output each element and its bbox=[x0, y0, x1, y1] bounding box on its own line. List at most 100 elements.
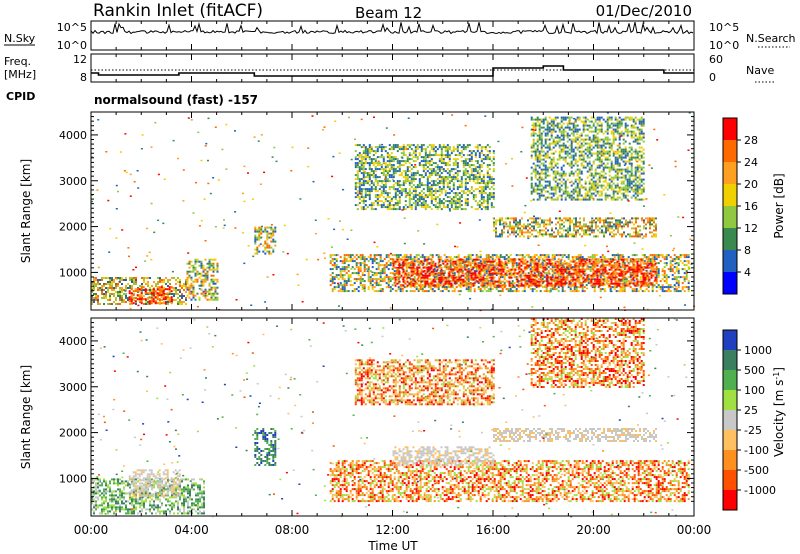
data-cell bbox=[482, 154, 485, 157]
data-cell bbox=[607, 286, 610, 289]
data-cell bbox=[685, 278, 688, 281]
data-cell bbox=[450, 190, 453, 193]
data-cell bbox=[574, 278, 577, 281]
data-cell bbox=[131, 277, 133, 279]
data-cell bbox=[368, 190, 371, 193]
data-cell bbox=[119, 303, 121, 305]
data-cell bbox=[200, 262, 203, 265]
data-cell bbox=[464, 204, 467, 207]
data-cell bbox=[480, 278, 483, 281]
data-cell bbox=[426, 274, 429, 277]
data-cell bbox=[577, 286, 580, 289]
data-cell bbox=[421, 290, 424, 293]
data-cell bbox=[428, 144, 431, 147]
data-cell bbox=[412, 176, 415, 179]
data-cell bbox=[424, 174, 427, 177]
data-cell bbox=[386, 204, 389, 207]
data-cell bbox=[570, 284, 573, 287]
data-cell bbox=[460, 180, 463, 183]
data-cell bbox=[208, 264, 211, 267]
data-cell bbox=[418, 204, 421, 207]
data-cell bbox=[111, 285, 113, 287]
data-cell bbox=[351, 284, 354, 287]
data-cell bbox=[158, 286, 161, 289]
data-cell bbox=[154, 300, 157, 303]
data-cell bbox=[409, 256, 412, 259]
data-cell bbox=[627, 256, 630, 259]
data-cell bbox=[513, 231, 515, 234]
data-cell bbox=[454, 204, 457, 207]
data-cell bbox=[450, 198, 453, 201]
data-cell bbox=[459, 276, 462, 279]
data-cell bbox=[552, 278, 555, 281]
data-cell bbox=[526, 264, 529, 267]
data-cell bbox=[366, 150, 369, 153]
data-cell bbox=[634, 282, 637, 285]
data-cell bbox=[652, 264, 655, 267]
data-cell bbox=[589, 270, 592, 273]
data-cell bbox=[478, 156, 481, 159]
data-cell bbox=[430, 270, 433, 273]
data-cell bbox=[478, 258, 481, 261]
data-cell bbox=[687, 256, 690, 259]
data-cell bbox=[412, 172, 415, 175]
data-cell bbox=[614, 258, 617, 261]
data-cell bbox=[511, 227, 513, 230]
data-cell bbox=[581, 266, 584, 269]
data-cell bbox=[581, 288, 584, 291]
data-cell bbox=[521, 272, 524, 275]
data-cell bbox=[103, 297, 105, 299]
data-cell bbox=[430, 154, 433, 157]
data-cell bbox=[364, 176, 367, 179]
data-cell bbox=[372, 202, 375, 205]
data-cell bbox=[652, 268, 655, 271]
data-cell bbox=[450, 176, 453, 179]
data-cell bbox=[535, 254, 538, 257]
data-cell bbox=[606, 260, 609, 263]
data-cell bbox=[392, 160, 395, 163]
data-cell bbox=[517, 221, 519, 224]
data-cell bbox=[590, 284, 593, 287]
data-cell bbox=[520, 276, 523, 279]
data-cell bbox=[478, 172, 481, 175]
data-cell bbox=[129, 285, 131, 287]
data-cell bbox=[398, 146, 401, 149]
data-cell bbox=[164, 296, 167, 299]
data-cell bbox=[408, 192, 411, 195]
data-cell bbox=[362, 200, 365, 203]
data-cell bbox=[364, 150, 367, 153]
data-cell bbox=[375, 280, 378, 283]
data-cell bbox=[576, 276, 579, 279]
data-cell bbox=[454, 268, 457, 271]
data-cell bbox=[574, 268, 577, 271]
data-cell bbox=[130, 300, 133, 303]
data-cell bbox=[493, 225, 495, 228]
data-cell bbox=[394, 182, 397, 185]
data-cell bbox=[499, 219, 501, 222]
data-cell bbox=[206, 274, 209, 277]
data-cell bbox=[408, 166, 411, 169]
data-cell bbox=[456, 188, 459, 191]
data-cell bbox=[401, 290, 404, 293]
data-cell bbox=[636, 272, 639, 275]
data-cell bbox=[175, 279, 177, 281]
data-cell bbox=[523, 225, 525, 228]
data-cell bbox=[436, 148, 439, 151]
data-cell bbox=[177, 301, 179, 303]
data-cell bbox=[474, 166, 477, 169]
data-cell bbox=[478, 192, 481, 195]
data-cell bbox=[472, 170, 475, 173]
data-cell bbox=[335, 264, 338, 267]
data-cell bbox=[472, 272, 475, 275]
data-cell bbox=[510, 260, 513, 263]
data-cell bbox=[369, 276, 372, 279]
data-cell bbox=[482, 282, 485, 285]
data-cell bbox=[192, 296, 195, 299]
data-cell bbox=[412, 264, 415, 267]
data-cell bbox=[623, 278, 626, 281]
data-cell bbox=[632, 272, 635, 275]
data-cell bbox=[687, 262, 690, 265]
data-cell bbox=[147, 285, 149, 287]
data-cell bbox=[396, 270, 399, 273]
data-cell bbox=[125, 297, 127, 299]
